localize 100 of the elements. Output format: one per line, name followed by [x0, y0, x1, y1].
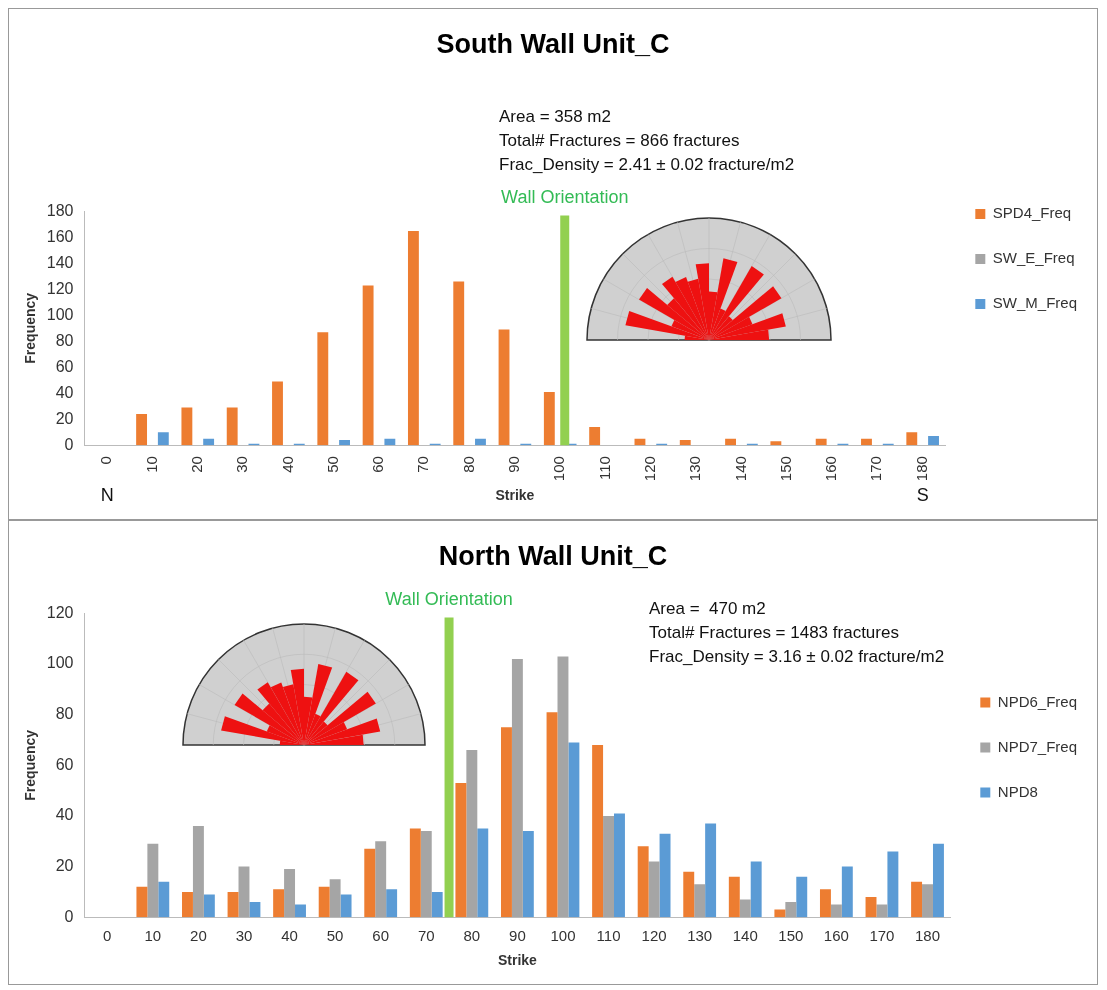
x-tick-label: 180 [915, 927, 941, 945]
bar [466, 750, 478, 918]
x-tick-label: 80 [463, 927, 481, 945]
x-tick-label: 20 [187, 456, 205, 473]
x-tick-label: 120 [640, 456, 658, 482]
bar [203, 894, 215, 918]
bar [136, 886, 148, 918]
bar [203, 438, 215, 446]
y-tick-label: 20 [55, 409, 74, 427]
bar [739, 899, 751, 918]
bar [182, 891, 193, 918]
x-tick-label: 60 [372, 927, 390, 945]
y-tick-label: 80 [55, 705, 74, 723]
x-tick-label: 130 [687, 927, 713, 945]
x-tick-label: 80 [459, 456, 477, 473]
x-tick-label: 170 [869, 927, 895, 945]
bar [865, 896, 877, 918]
bar [295, 904, 306, 918]
x-tick-label: 90 [505, 456, 523, 473]
bar [339, 439, 350, 446]
annotation: Frac_Density = 3.16 ± 0.02 fracture/m2 [649, 647, 945, 667]
bar [861, 438, 872, 446]
bar [522, 831, 534, 918]
x-tick-label: 40 [278, 456, 296, 473]
bar [407, 230, 419, 446]
y-tick-label: 40 [55, 806, 74, 824]
y-tick-label: 100 [46, 654, 74, 672]
y-tick-label: 0 [64, 907, 74, 925]
x-tick-label: 0 [103, 927, 112, 945]
ref-line-label: Wall Orientation [385, 589, 513, 610]
bar [876, 904, 888, 918]
bar [922, 884, 933, 918]
legend-label: NPD8 [997, 782, 1038, 800]
bar [725, 438, 736, 446]
x-tick-label: 60 [369, 456, 387, 473]
x-tick-label: 0 [97, 456, 115, 465]
legend-label: SW_M_Freq [992, 294, 1077, 312]
legend-label: SW_E_Freq [992, 249, 1075, 267]
x-tick-label: 140 [731, 456, 749, 482]
bar [568, 742, 580, 918]
x-tick-label: 30 [233, 456, 251, 473]
x-tick-label: 140 [732, 927, 758, 945]
x-tick-label: 110 [595, 456, 613, 481]
bar [136, 414, 148, 446]
bar [318, 886, 330, 918]
bar [420, 831, 432, 918]
bar [273, 889, 285, 918]
bar [317, 332, 329, 446]
text: Frac_Density = 2.41 ± 0.02 fracture/m2 [499, 155, 795, 175]
y-tick-label: 160 [46, 227, 74, 245]
y-axis-title: Frequency [22, 292, 39, 364]
bar [589, 426, 601, 446]
y-tick-label: 140 [46, 253, 74, 271]
bar [249, 902, 261, 918]
bar [546, 712, 558, 918]
ref-line-label: Wall Orientation [501, 187, 629, 208]
bar [455, 783, 467, 918]
annotation: Area = 470 m2 [649, 599, 766, 619]
bar [238, 866, 250, 918]
x-tick-label: 50 [323, 456, 341, 473]
x-tick-label: 70 [417, 927, 435, 945]
x-tick-label: 150 [776, 456, 794, 482]
x-tick-label: 160 [822, 456, 840, 482]
bar [785, 902, 797, 918]
y-tick-label: 40 [55, 383, 74, 401]
x-tick-label: 20 [190, 927, 207, 945]
text: Total# Fractures = 866 fractures [499, 131, 740, 151]
bar [557, 656, 569, 918]
bar [362, 285, 374, 446]
bar [911, 881, 923, 918]
bar [659, 833, 671, 918]
bar [384, 438, 396, 446]
bar [592, 745, 604, 918]
x-tick-label: 160 [823, 927, 849, 945]
bar [158, 881, 170, 918]
bar [147, 843, 159, 918]
bar [477, 828, 489, 918]
bar [830, 904, 842, 918]
x-axis-title: Strike [497, 952, 538, 969]
bar [637, 846, 649, 918]
bar [284, 869, 296, 918]
bar [181, 407, 193, 446]
bar [603, 815, 615, 918]
x-tick-label: 100 [550, 927, 576, 945]
bar [329, 879, 341, 918]
x-tick-label: 150 [778, 927, 804, 945]
y-tick-label: 100 [46, 305, 74, 323]
x-tick-label: 90 [509, 927, 526, 945]
bar [157, 432, 169, 446]
annotation: Total# Fractures = 1483 fractures [649, 623, 899, 643]
chart-title: North Wall Unit_C [438, 540, 668, 571]
bar [770, 441, 782, 446]
bar [386, 889, 398, 918]
bar [453, 281, 465, 446]
bar [705, 823, 717, 918]
y-tick-label: 60 [55, 357, 74, 375]
bar [500, 727, 512, 918]
y-tick-label: 60 [55, 755, 74, 773]
y-tick-label: 0 [64, 435, 74, 453]
bar [841, 866, 853, 918]
